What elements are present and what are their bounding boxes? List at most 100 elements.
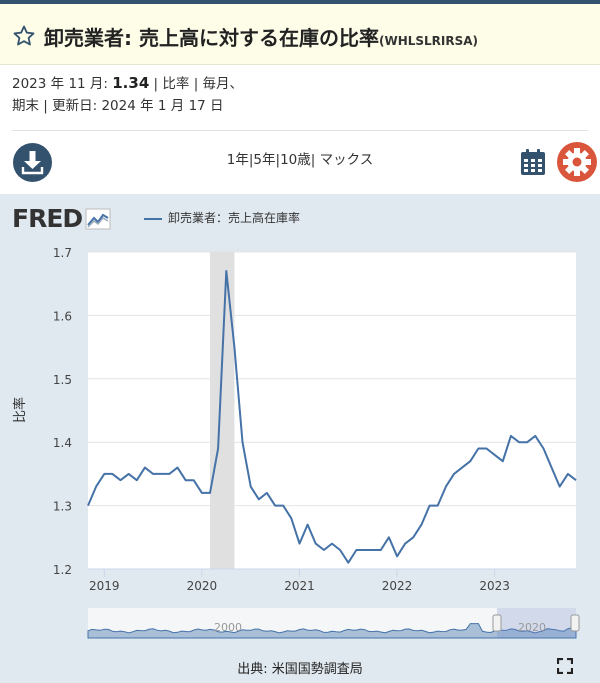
data-point[interactable]: [501, 459, 505, 463]
chart-panel: FRED 卸売業者：売上高在庫率 1.2 1.3 1.4 1.5 1.6 1.7 2019…: [0, 194, 600, 683]
navigator-selection[interactable]: [497, 608, 576, 638]
data-point[interactable]: [216, 447, 220, 451]
data-point[interactable]: [517, 440, 521, 444]
range-navigator[interactable]: 2000 2020: [87, 608, 580, 639]
data-point[interactable]: [363, 548, 367, 552]
settings-button[interactable]: [557, 142, 597, 182]
data-point[interactable]: [371, 548, 375, 552]
navigator-handle-right[interactable]: [570, 614, 580, 632]
data-point[interactable]: [403, 542, 407, 546]
calendar-icon[interactable]: [520, 148, 546, 176]
data-point[interactable]: [452, 472, 456, 476]
data-point[interactable]: [184, 478, 188, 482]
data-point[interactable]: [468, 459, 472, 463]
data-point[interactable]: [306, 523, 310, 527]
y-tick-label: 1.6: [53, 309, 72, 323]
data-point[interactable]: [460, 466, 464, 470]
data-point[interactable]: [151, 472, 155, 476]
data-point[interactable]: [387, 535, 391, 539]
series-header: 卸売業者: 売上高に対する在庫の比率(WHLSLRIRSA): [0, 4, 600, 65]
data-point[interactable]: [314, 542, 318, 546]
data-point[interactable]: [411, 535, 415, 539]
data-point[interactable]: [574, 478, 578, 482]
x-tick-label: 2021: [284, 579, 315, 593]
data-point[interactable]: [525, 440, 529, 444]
navigator-label-2000: 2000: [214, 621, 242, 634]
data-point[interactable]: [428, 504, 432, 508]
x-tick-label: 2019: [89, 579, 120, 593]
data-point[interactable]: [86, 504, 90, 508]
data-point[interactable]: [281, 504, 285, 508]
data-point[interactable]: [175, 466, 179, 470]
fred-graph-icon: [85, 208, 111, 230]
data-point[interactable]: [167, 472, 171, 476]
data-point[interactable]: [297, 542, 301, 546]
data-point[interactable]: [493, 453, 497, 457]
data-point[interactable]: [135, 478, 139, 482]
range-max[interactable]: マックス: [319, 152, 374, 168]
top-accent-bar: [0, 0, 600, 4]
data-point[interactable]: [558, 485, 562, 489]
data-point[interactable]: [241, 440, 245, 444]
data-point[interactable]: [94, 485, 98, 489]
range-selector: 1年|5年|10歳| マックス: [226, 152, 374, 168]
range-1y[interactable]: 1年: [226, 152, 249, 168]
range-10y[interactable]: 10歳: [280, 152, 311, 168]
meta-period: 2023 年 11 月:: [12, 76, 113, 92]
data-point[interactable]: [566, 472, 570, 476]
x-tick-label: 2020: [187, 579, 218, 593]
y-tick-label: 1.3: [53, 500, 72, 514]
data-point[interactable]: [265, 491, 269, 495]
data-point[interactable]: [257, 497, 261, 501]
data-point[interactable]: [143, 466, 147, 470]
navigator-label-2020: 2020: [518, 621, 546, 634]
fred-logo: FRED: [12, 204, 111, 233]
data-point[interactable]: [419, 523, 423, 527]
gear-icon: [563, 148, 591, 176]
line-chart[interactable]: 1.21.31.41.51.61.7 2019 2020 2021 2022 2023 …: [0, 194, 600, 654]
data-point[interactable]: [346, 561, 350, 565]
data-point[interactable]: [127, 472, 131, 476]
data-point[interactable]: [249, 485, 253, 489]
divider: [12, 130, 588, 131]
data-point[interactable]: [550, 466, 554, 470]
navigator-handle-left[interactable]: [492, 614, 502, 632]
data-point[interactable]: [200, 491, 204, 495]
data-point[interactable]: [322, 548, 326, 552]
y-tick-label: 1.5: [53, 373, 72, 387]
data-point[interactable]: [354, 548, 358, 552]
data-point[interactable]: [533, 434, 537, 438]
legend-swatch: [144, 217, 162, 220]
data-point[interactable]: [509, 434, 513, 438]
y-axis-label: 比率: [12, 397, 28, 423]
series-line[interactable]: [87, 270, 577, 564]
star-icon[interactable]: [12, 24, 36, 48]
chart-legend[interactable]: 卸売業者：売上高在庫率: [144, 209, 300, 226]
data-point[interactable]: [110, 472, 114, 476]
data-point[interactable]: [192, 478, 196, 482]
data-point[interactable]: [208, 491, 212, 495]
data-point[interactable]: [224, 269, 228, 273]
data-point[interactable]: [338, 548, 342, 552]
x-tick-label: 2023: [479, 579, 510, 593]
data-point[interactable]: [436, 504, 440, 508]
data-point[interactable]: [476, 447, 480, 451]
y-tick-label: 1.2: [53, 563, 72, 577]
download-button[interactable]: [13, 143, 52, 182]
data-point[interactable]: [232, 345, 236, 349]
meta-units: | 比率 | 毎月、: [149, 76, 244, 92]
data-point[interactable]: [444, 485, 448, 489]
data-point[interactable]: [485, 447, 489, 451]
data-point[interactable]: [395, 554, 399, 558]
data-point[interactable]: [541, 447, 545, 451]
data-point[interactable]: [330, 542, 334, 546]
page-title: 卸売業者: 売上高に対する在庫の比率(WHLSLRIRSA): [44, 22, 478, 51]
data-point[interactable]: [119, 478, 123, 482]
data-point[interactable]: [273, 504, 277, 508]
data-point[interactable]: [159, 472, 163, 476]
data-point[interactable]: [102, 472, 106, 476]
data-point[interactable]: [289, 516, 293, 520]
range-5y[interactable]: 5年: [253, 152, 276, 168]
data-point[interactable]: [379, 548, 383, 552]
fullscreen-icon[interactable]: [557, 658, 573, 674]
